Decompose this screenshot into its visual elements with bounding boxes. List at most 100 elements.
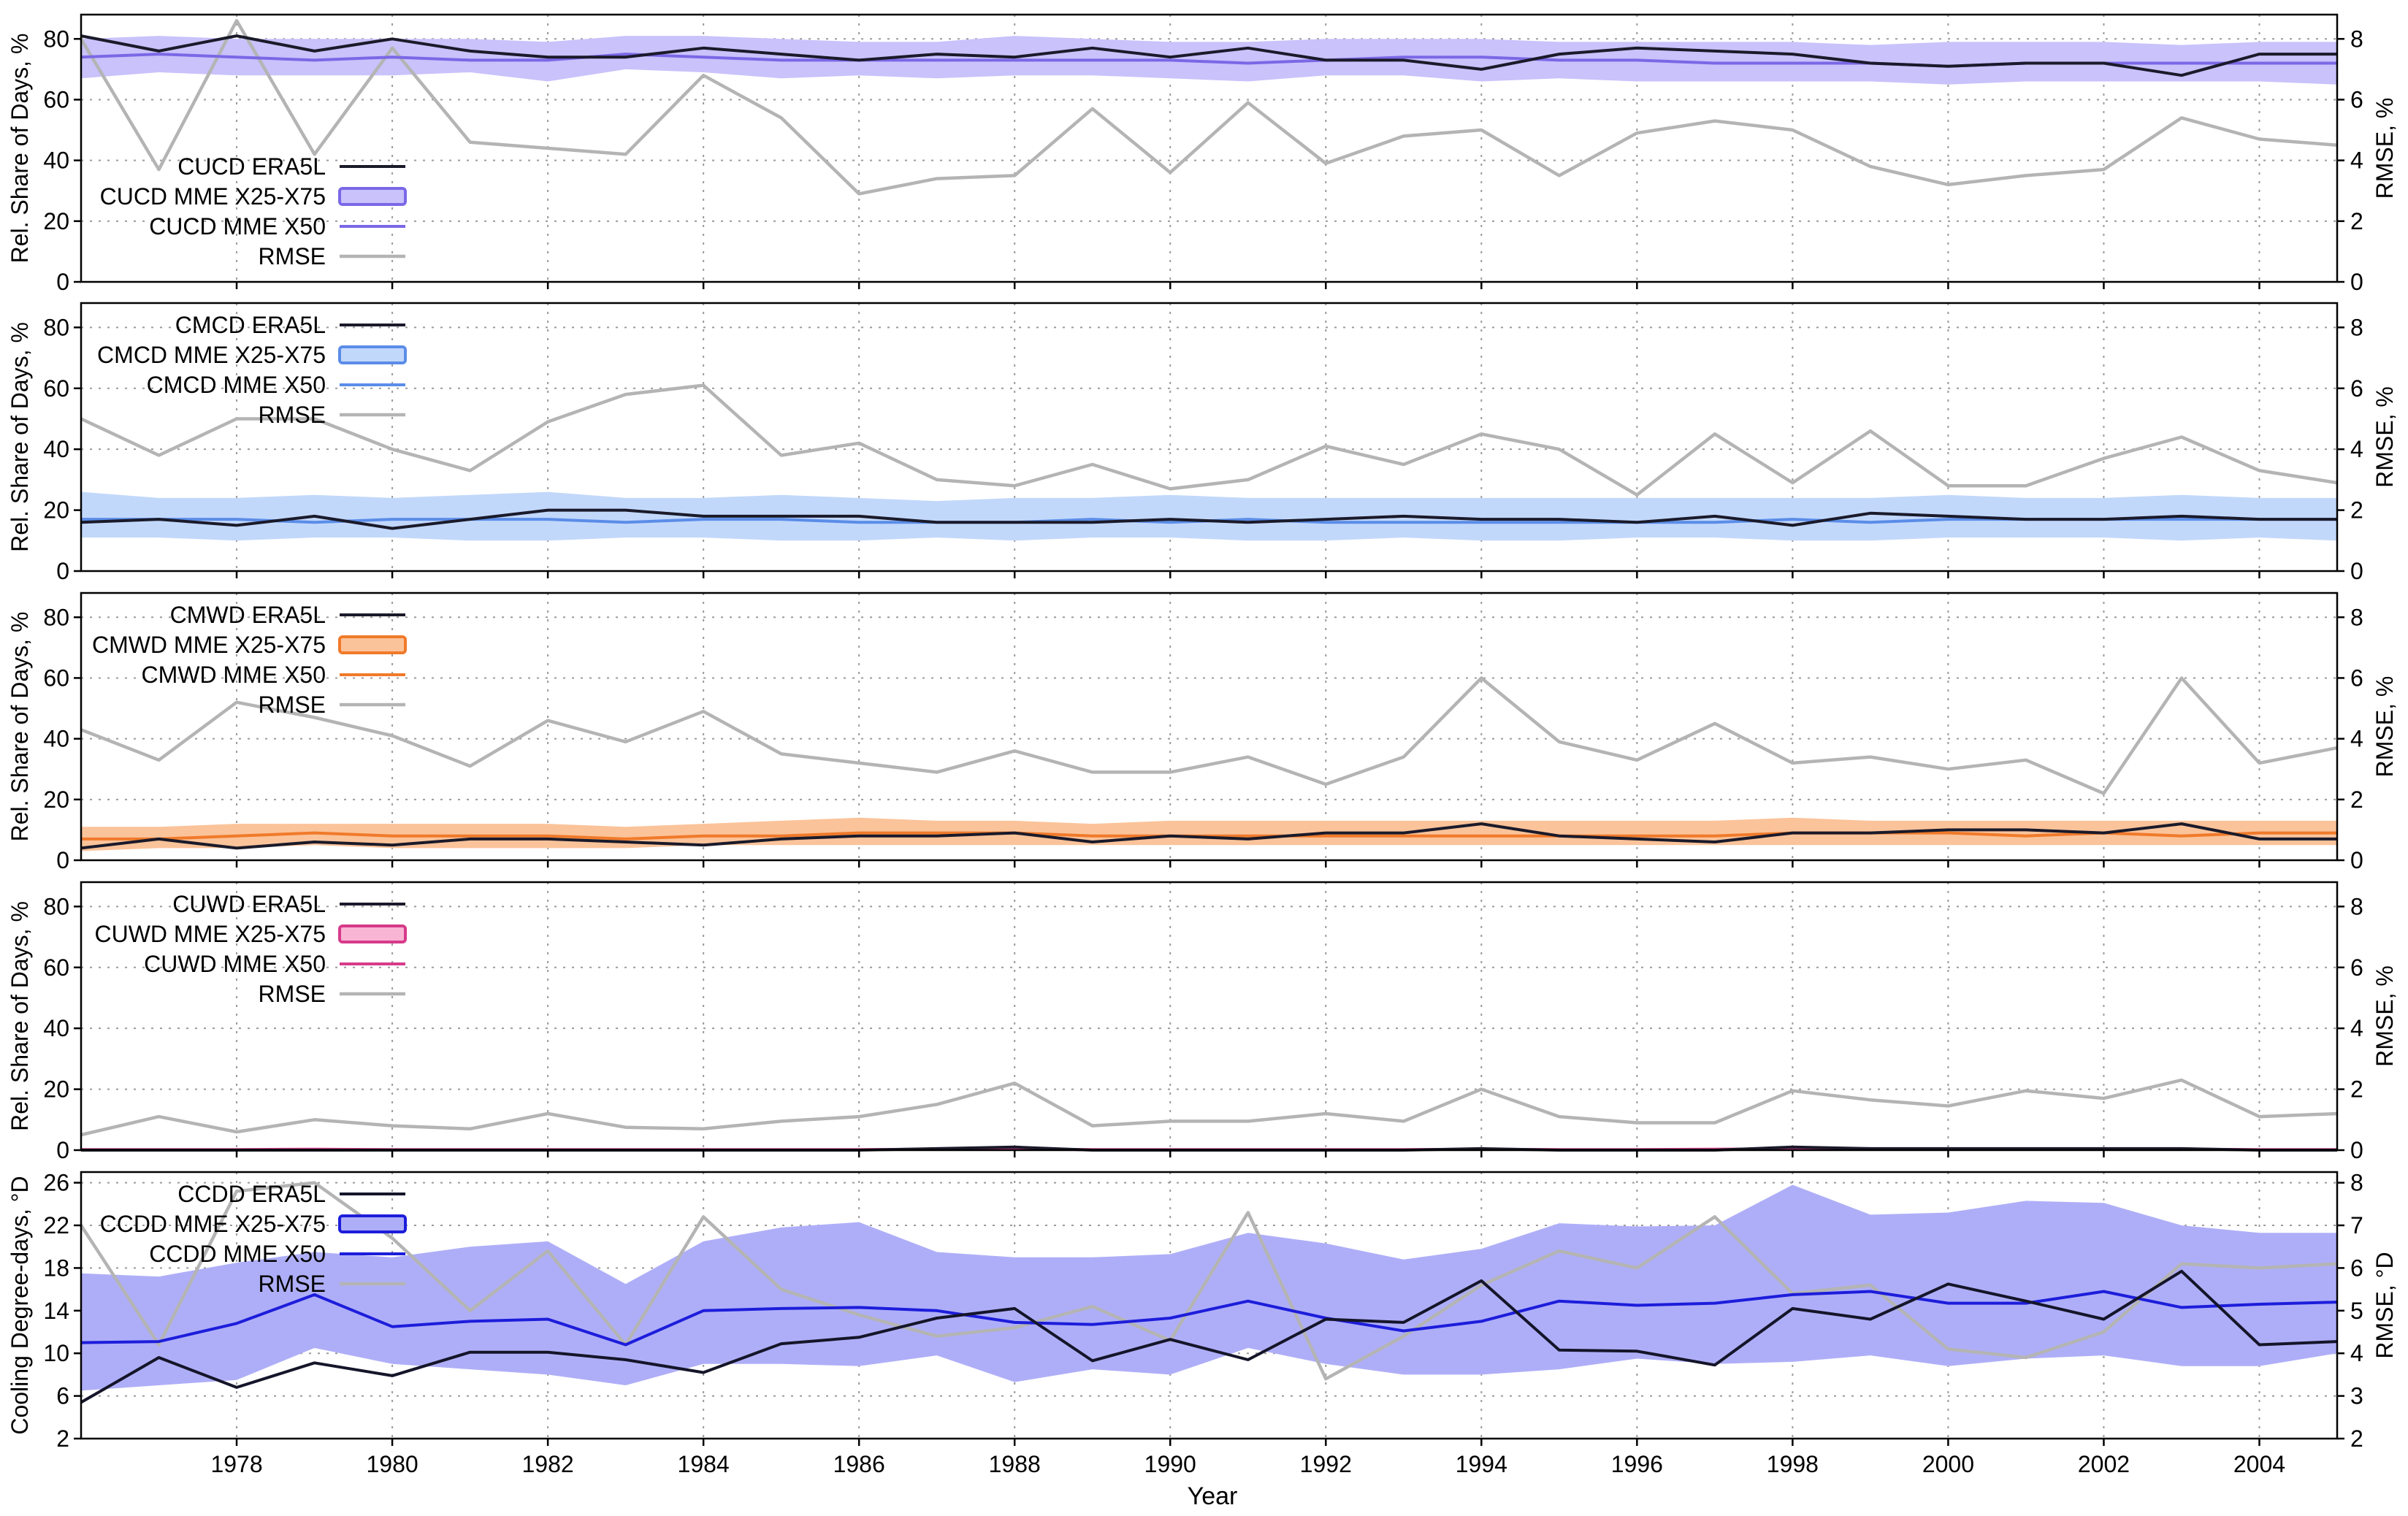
y-tick-label: 0 [56,558,69,584]
legend-item: CCDD MME X25-X75 [100,1211,407,1237]
plot-frame [80,13,2339,283]
y2-tick-label: 2 [2350,1425,2363,1452]
mme-x50-line [81,831,2337,841]
rmse-line [80,383,2338,497]
plot-frame [80,302,2339,573]
legend-label: RMSE [259,692,326,718]
y2-tick-label: 6 [2350,1255,2363,1281]
y2-axis-label: RMSE, % [2371,676,2398,778]
mme-x50-line [80,1290,2338,1347]
rmse-line [80,1181,2338,1381]
era5l-line [80,822,2337,850]
x-tick-label: 2000 [1922,1451,1974,1477]
y2-tick-label: 6 [2350,86,2363,112]
x-tick-label: 1992 [1300,1451,1352,1477]
era5l-line [80,508,2337,530]
plot-frame [80,1171,2339,1440]
y-tick-label: 40 [43,436,69,462]
y2-tick-label: 8 [2350,26,2363,52]
y2-tick-label: 4 [2350,1015,2363,1041]
legend-swatch [338,187,407,206]
y2-tick-label: 0 [2350,269,2363,295]
legend-label: RMSE [259,402,326,428]
y2-tick-label: 4 [2350,1340,2363,1366]
panel-1: 0 20 40 60 80 0 2 4 6 8 Rel. Share of Days, % RMSE,… [7,13,2398,295]
x-tick-label: 1994 [1456,1451,1507,1477]
legend-label: RMSE [259,243,326,269]
x-tick-label: 1978 [210,1451,262,1477]
legend: CUCD ERA5L CUCD MME X25-X75 CUCD MME X50 RM… [100,153,407,269]
legend-item: RMSE [259,1271,405,1297]
legend-swatch [338,1214,407,1233]
y-tick-label: 60 [43,954,69,981]
y-tick-label: 6 [56,1383,69,1409]
y-tick-label: 20 [43,786,69,813]
y-axis-label: Rel. Share of Days, % [7,612,33,842]
legend-label: CUWD MME X50 [144,951,326,977]
legend: CMWD ERA5L CMWD MME X25-X75 CMWD MME X50 RM… [92,602,407,718]
y-tick-label: 40 [43,1015,69,1041]
plot-frame [80,592,2339,862]
x-tick-label: 1996 [1611,1451,1663,1477]
y-axis-label: Rel. Share of Days, % [7,901,33,1131]
x-axis-label: Year [1188,1482,1238,1510]
x-tick-label: 1984 [678,1451,730,1477]
y-tick-label: 22 [43,1212,69,1239]
y-axis-label: Cooling Degree-days, °D [7,1176,33,1434]
y2-axis-label: RMSE, °D [2371,1252,2398,1358]
rmse-line [80,676,2338,795]
y2-tick-label: 8 [2350,893,2363,919]
rmse-line [80,19,2338,196]
y-tick-label: 18 [43,1255,69,1281]
legend-item: RMSE [259,243,405,269]
y2-tick-label: 6 [2350,375,2363,402]
y2-tick-label: 5 [2350,1298,2363,1324]
y-tick-label: 80 [43,314,69,340]
y-tick-label: 0 [56,269,69,295]
x-tick-label: 2002 [2078,1451,2130,1477]
legend-item: CUCD MME X50 [149,213,405,240]
y2-tick-label: 0 [2350,1137,2363,1163]
y2-tick-label: 0 [2350,558,2363,584]
y2-tick-label: 2 [2350,497,2363,524]
y2-tick-label: 2 [2350,208,2363,234]
y-tick-label: 20 [43,497,69,524]
legend-swatch [338,924,407,943]
legend-item: CUCD MME X25-X75 [100,183,407,210]
y2-tick-label: 7 [2350,1212,2363,1239]
y-axis-label: Rel. Share of Days, % [7,34,33,264]
era5l-line [80,34,2337,77]
x-tick-label: 1982 [522,1451,574,1477]
x-tick-label: 1988 [989,1451,1041,1477]
legend-item: RMSE [259,402,405,428]
y-tick-label: 60 [43,665,69,691]
legend-item: CUWD ERA5L [172,891,405,917]
legend-item: CMCD ERA5L [175,312,405,338]
y2-axis-label: RMSE, % [2371,386,2398,488]
legend-item: RMSE [259,692,405,718]
legend-label: CUCD ERA5L [177,153,326,180]
legend-label: CMCD MME X50 [147,372,326,398]
legend-item: CMWD MME X25-X75 [92,632,407,658]
legend-label: CCDD ERA5L [177,1181,326,1207]
legend-label: CMWD ERA5L [170,602,326,628]
y2-tick-label: 8 [2350,604,2363,630]
y-tick-label: 80 [43,604,69,630]
legend: CUWD ERA5L CUWD MME X25-X75 CUWD MME X50 RM… [95,891,407,1007]
mme-x25-x75-band [81,36,2337,85]
legend-item: CMCD MME X25-X75 [97,342,407,368]
legend-label: CUCD MME X25-X75 [100,183,326,210]
legend-label: RMSE [259,981,326,1007]
x-tick-label: 2004 [2233,1451,2285,1477]
legend-swatch [338,635,407,654]
y2-tick-label: 4 [2350,436,2363,462]
legend-label: CUCD MME X50 [149,213,326,240]
y2-tick-label: 8 [2350,1170,2363,1196]
y2-tick-label: 0 [2350,847,2363,873]
legend-item: RMSE [259,981,405,1007]
legend-label: CUWD ERA5L [172,891,326,917]
y2-axis-label: RMSE, % [2371,965,2398,1067]
legend-label: CUWD MME X25-X75 [95,921,326,947]
